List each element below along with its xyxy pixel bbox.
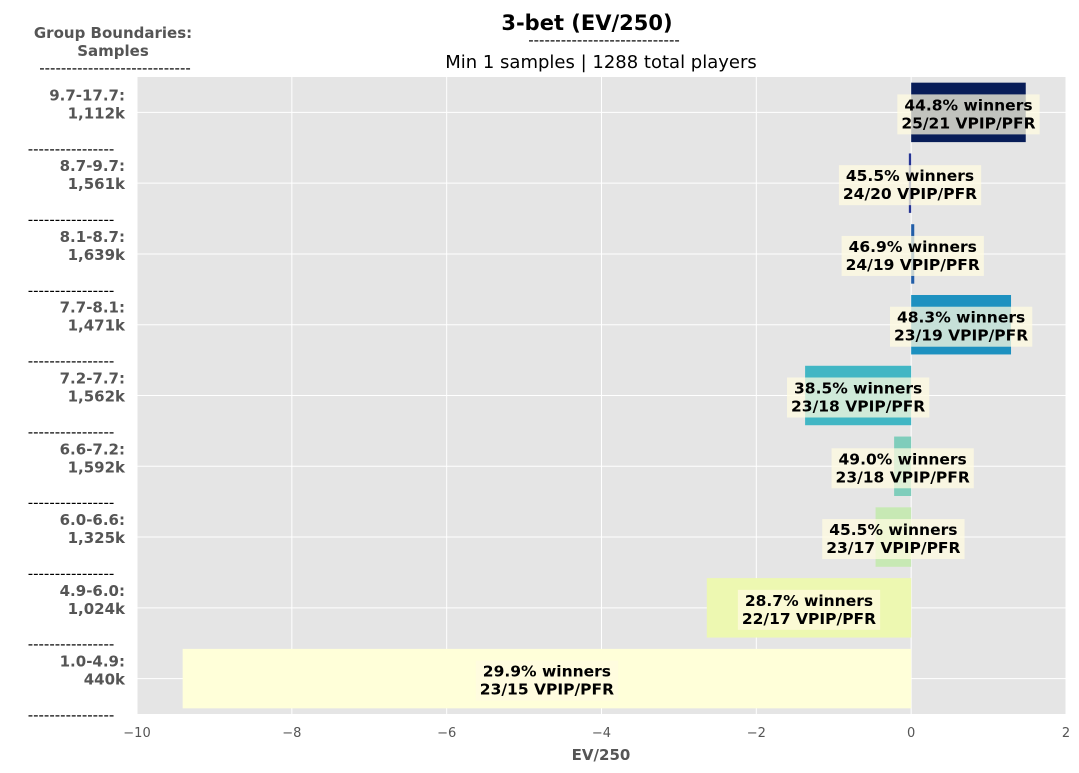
bar-label-vpip-pfr: 23/18 VPIP/PFR: [791, 398, 925, 416]
bar-label-background: [831, 448, 974, 489]
group-separator: ----------------: [28, 706, 115, 724]
bar-label-vpip-pfr: 22/17 VPIP/PFR: [742, 610, 876, 628]
group-separator: ----------------: [28, 635, 115, 653]
category-samples-label: 1,471k: [68, 317, 126, 335]
bar-label-background: [737, 589, 881, 630]
bar-label-winners: 28.7% winners: [745, 592, 873, 610]
category-samples-label: 1,562k: [68, 388, 126, 406]
group-separator: ----------------: [28, 281, 115, 299]
bar-label-winners: 44.8% winners: [904, 96, 1032, 114]
bar-label-vpip-pfr: 24/20 VPIP/PFR: [843, 185, 977, 203]
bar-label-background: [822, 519, 965, 560]
category-range-label: 8.7-9.7:: [60, 157, 125, 175]
group-separator: ----------------: [28, 211, 115, 229]
category-range-label: 8.1-8.7:: [60, 228, 125, 246]
category-range-label: 6.6-7.2:: [60, 440, 125, 458]
x-axis-ticks: −10 −8 −6 −4 −2 0 2: [123, 726, 1070, 741]
bar-label-background: [838, 165, 982, 206]
bar-label-background: [841, 235, 984, 276]
group-separator: ----------------: [28, 352, 115, 370]
bar-label-vpip-pfr: 25/21 VPIP/PFR: [901, 114, 1035, 132]
category-range-label: 9.7-17.7:: [49, 86, 125, 104]
chart-subtitle: Min 1 samples | 1288 total players: [445, 52, 757, 73]
bar-label-winners: 45.5% winners: [829, 521, 957, 539]
category-samples-label: 1,592k: [68, 458, 126, 476]
bar-label-vpip-pfr: 23/15 VPIP/PFR: [480, 681, 614, 699]
bar-label-winners: 49.0% winners: [839, 450, 967, 468]
category-samples-label: 1,561k: [68, 175, 126, 193]
bar-label-background: [475, 660, 619, 701]
bar-label-winners: 48.3% winners: [897, 309, 1025, 327]
x-tick-label: −4: [592, 726, 611, 741]
category-range-label: 6.0-6.6:: [60, 511, 125, 529]
category-samples-label: 1,325k: [68, 529, 126, 547]
chart-title-underline: ----------------------------: [528, 31, 680, 49]
x-tick-label: 0: [907, 726, 915, 741]
group-separator: ----------------: [28, 140, 115, 158]
bar-label-winners: 29.9% winners: [483, 663, 611, 681]
bar-label-background: [889, 306, 1033, 347]
bar-label-vpip-pfr: 23/18 VPIP/PFR: [836, 468, 970, 486]
chart-title: 3-bet (EV/250): [501, 11, 672, 35]
x-axis-label: EV/250: [572, 746, 631, 764]
category-samples-label: 440k: [84, 671, 126, 689]
side-title-underline: ----------------------------: [39, 59, 191, 77]
bar-label-vpip-pfr: 24/19 VPIP/PFR: [846, 256, 980, 274]
category-range-label: 1.0-4.9:: [60, 653, 125, 671]
x-tick-label: −6: [437, 726, 456, 741]
group-separator: ----------------: [28, 423, 115, 441]
side-title-line-2: Samples: [77, 42, 149, 60]
category-range-label: 4.9-6.0:: [60, 582, 125, 600]
bar-label-background: [897, 94, 1040, 135]
x-tick-label: −8: [282, 726, 301, 741]
x-tick-label: −2: [747, 726, 766, 741]
bar-label-vpip-pfr: 23/17 VPIP/PFR: [826, 539, 960, 557]
bar-label-winners: 45.5% winners: [846, 167, 974, 185]
category-samples-label: 1,112k: [68, 104, 126, 122]
group-separator: ----------------: [28, 494, 115, 512]
side-title-line-1: Group Boundaries:: [34, 24, 192, 42]
x-tick-label: −10: [123, 726, 150, 741]
bar-label-background: [787, 377, 930, 418]
bar-label-winners: 38.5% winners: [794, 380, 922, 398]
bar-label-vpip-pfr: 23/19 VPIP/PFR: [894, 327, 1028, 345]
category-range-label: 7.7-8.1:: [60, 299, 125, 317]
group-separator: ----------------: [28, 564, 115, 582]
category-samples-label: 1,639k: [68, 246, 126, 264]
category-range-label: 7.2-7.7:: [60, 370, 125, 388]
category-samples-label: 1,024k: [68, 600, 126, 618]
category-labels: 9.7-17.7:1,112k----------------8.7-9.7:1…: [28, 86, 126, 724]
x-tick-label: 2: [1062, 726, 1070, 741]
bar-label-winners: 46.9% winners: [849, 238, 977, 256]
